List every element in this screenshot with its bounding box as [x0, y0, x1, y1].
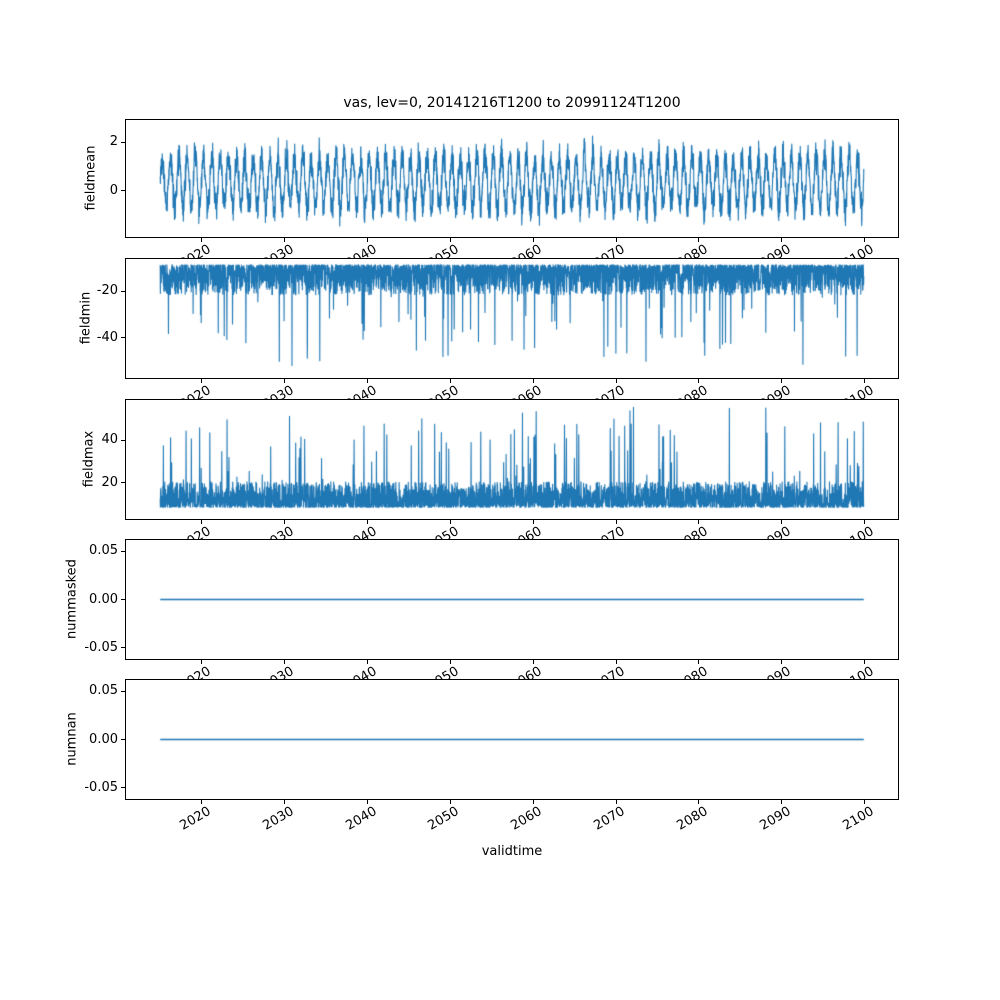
x-tick-mark — [284, 379, 286, 383]
x-tick-mark — [781, 379, 783, 383]
x-tick-mark — [698, 379, 700, 383]
x-tick-mark — [698, 520, 700, 524]
y-tick-label: -0.05 — [84, 639, 118, 655]
x-tick-label: 2040 — [342, 804, 380, 834]
subplot-numnan — [125, 679, 899, 800]
x-axis-label: validtime — [481, 844, 543, 859]
x-tick-mark — [449, 520, 451, 524]
y-tick-label: 0.05 — [89, 543, 118, 559]
subplot-nummasked — [125, 539, 899, 660]
ylabel-nummasked: nummasked — [64, 559, 80, 639]
x-tick-mark — [532, 379, 534, 383]
y-tick-mark — [121, 739, 125, 740]
y-tick-label: 0 — [109, 182, 118, 198]
y-tick-mark — [121, 190, 125, 192]
y-tick-label: -20 — [96, 283, 118, 299]
x-tick-mark — [532, 238, 534, 242]
x-tick-mark — [449, 379, 451, 383]
x-tick-mark — [864, 660, 866, 664]
y-tick-label: 20 — [101, 474, 118, 490]
ylabel-fieldmax: fieldmax — [81, 430, 97, 488]
chart-title: vas, lev=0, 20141216T1200 to 20991124T12… — [343, 95, 681, 111]
x-tick-mark — [201, 520, 203, 524]
x-tick-mark — [284, 520, 286, 524]
x-tick-label: 2080 — [674, 804, 711, 834]
x-tick-mark — [449, 800, 451, 804]
y-tick-label: 0.00 — [89, 591, 118, 607]
x-tick-mark — [201, 238, 203, 242]
y-tick-mark — [121, 647, 125, 649]
y-tick-mark — [121, 141, 125, 143]
x-tick-mark — [532, 520, 534, 524]
nummasked-line-canvas — [125, 539, 899, 660]
subplot-fieldmin — [125, 258, 899, 379]
x-tick-mark — [615, 660, 617, 664]
fieldmin-line-canvas — [125, 258, 899, 379]
x-tick-mark — [201, 379, 203, 383]
subplot-fieldmax — [125, 399, 899, 520]
x-tick-mark — [615, 238, 617, 242]
ylabel-fieldmin: fieldmin — [78, 291, 94, 345]
y-tick-label: 0.05 — [89, 683, 118, 699]
y-tick-label: 2 — [109, 134, 118, 150]
x-tick-mark — [367, 800, 369, 804]
y-tick-mark — [121, 690, 125, 692]
x-tick-mark — [367, 379, 369, 383]
x-tick-mark — [615, 800, 617, 804]
x-tick-label: 2060 — [508, 804, 545, 834]
ylabel-fieldmean: fieldmean — [83, 145, 99, 211]
fieldmean-line-canvas — [125, 119, 899, 238]
y-tick-label: -0.05 — [84, 779, 118, 795]
x-tick-mark — [201, 800, 203, 804]
subplot-fieldmean — [125, 119, 899, 238]
x-tick-mark — [864, 520, 866, 524]
x-tick-label: 2050 — [425, 804, 462, 834]
y-tick-mark — [121, 787, 125, 789]
x-tick-mark — [284, 660, 286, 664]
x-tick-mark — [781, 238, 783, 242]
x-tick-mark — [532, 800, 534, 804]
x-tick-label: 2020 — [177, 804, 214, 834]
x-tick-mark — [781, 660, 783, 664]
x-tick-mark — [615, 379, 617, 383]
y-tick-mark — [121, 599, 125, 600]
y-tick-mark — [121, 439, 125, 441]
y-tick-mark — [121, 337, 125, 338]
x-tick-label: 2090 — [757, 804, 794, 834]
y-tick-mark — [121, 482, 125, 484]
x-tick-mark — [864, 800, 866, 804]
x-tick-mark — [449, 238, 451, 242]
x-tick-mark — [698, 660, 700, 664]
fieldmax-line-canvas — [125, 399, 899, 520]
x-tick-mark — [698, 800, 700, 804]
y-tick-mark — [121, 290, 125, 292]
y-tick-label: 0.00 — [89, 731, 118, 747]
numnan-line-canvas — [125, 679, 899, 800]
x-tick-mark — [284, 238, 286, 242]
x-tick-mark — [367, 520, 369, 524]
x-tick-mark — [781, 520, 783, 524]
x-tick-mark — [201, 660, 203, 664]
y-tick-label: -40 — [96, 329, 118, 345]
ylabel-numnan: numnan — [64, 712, 80, 766]
x-tick-label: 2030 — [260, 804, 297, 834]
x-tick-mark — [698, 238, 700, 242]
x-tick-label: 2100 — [839, 804, 877, 834]
x-tick-label: 2070 — [591, 804, 628, 834]
x-tick-mark — [532, 660, 534, 664]
x-tick-mark — [367, 238, 369, 242]
y-tick-mark — [121, 550, 125, 552]
x-tick-mark — [864, 238, 866, 242]
x-tick-mark — [284, 800, 286, 804]
x-tick-mark — [367, 660, 369, 664]
y-tick-label: 40 — [101, 432, 118, 448]
x-tick-mark — [864, 379, 866, 383]
x-tick-mark — [615, 520, 617, 524]
x-tick-mark — [449, 660, 451, 664]
x-tick-mark — [781, 800, 783, 804]
